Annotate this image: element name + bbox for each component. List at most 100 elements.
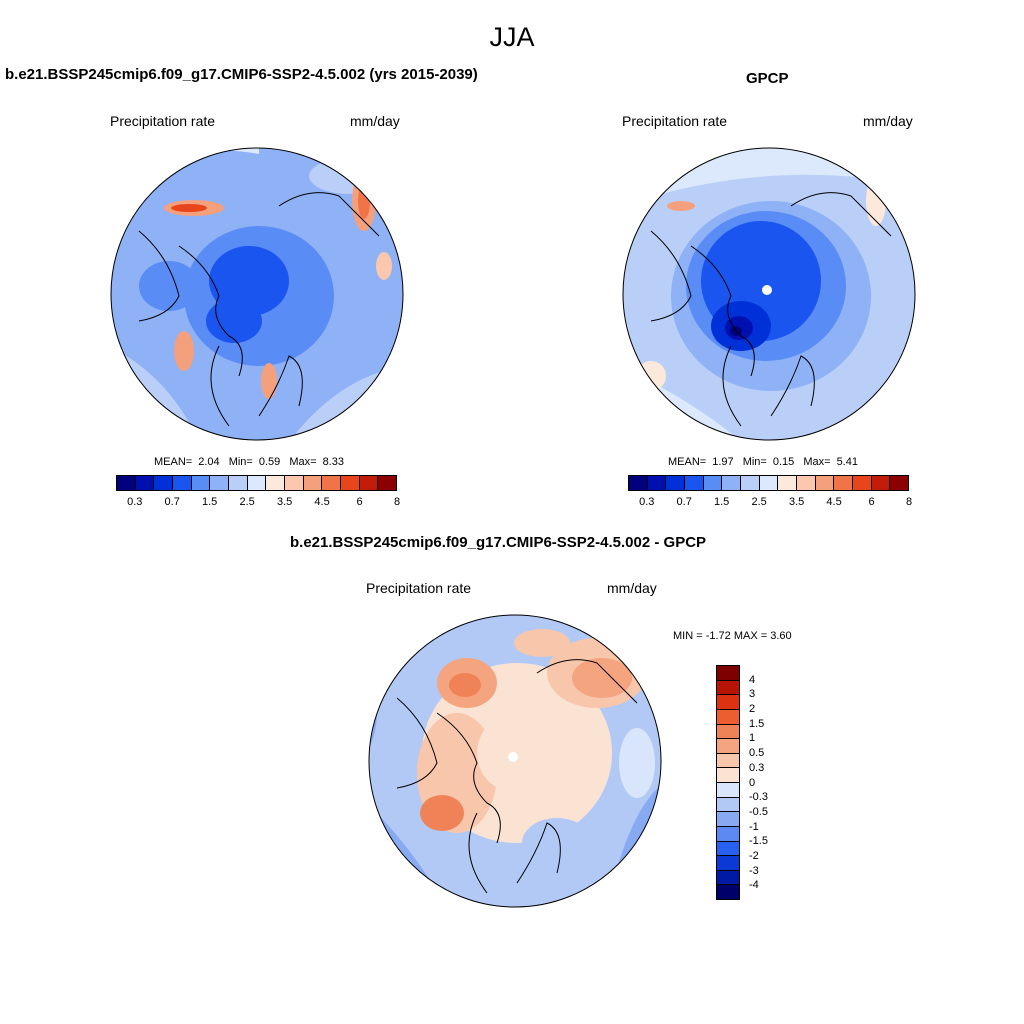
obs-stats: MEAN= 1.97 Min= 0.15 Max= 5.41 — [668, 456, 864, 468]
colorbar-tick-label: 0.3 — [639, 496, 655, 508]
colorbar-swatch — [717, 753, 739, 769]
colorbar-swatch — [853, 476, 872, 490]
colorbar-swatch — [871, 476, 891, 490]
colorbar-tick-label: 0.3 — [749, 761, 765, 774]
colorbar-swatch — [778, 476, 798, 490]
max-value: 5.41 — [836, 456, 858, 468]
colorbar-tick-label: 1.5 — [202, 496, 218, 508]
colorbar-tick-label: 8 — [905, 496, 913, 508]
colorbar-tick-label: 4.5 — [314, 496, 330, 508]
colorbar-swatch — [341, 476, 360, 490]
obs-variable-label: Precipitation rate — [622, 113, 728, 129]
model-panel-title: b.e21.BSSP245cmip6.f09_g17.CMIP6-SSP2-4.… — [5, 66, 478, 83]
colorbar-tick-label: 8 — [393, 496, 401, 508]
colorbar-swatch — [629, 476, 648, 490]
diff-polar-map — [368, 614, 662, 908]
colorbar-swatch — [666, 476, 686, 490]
colorbar-swatch — [247, 476, 267, 490]
colorbar-tick-label: -1.5 — [749, 835, 768, 848]
colorbar-swatch — [717, 666, 739, 681]
colorbar-swatch — [717, 739, 739, 754]
colorbar-swatch — [717, 797, 739, 813]
min-value: 0.15 — [772, 456, 795, 468]
obs-colorbar — [628, 475, 909, 491]
diff-colorbar-ticks: 4 3 2 1.5 1 0.5 0.3 0 -0.3 -0.5 -1 -1.5 -2 -3 -4 — [749, 665, 789, 900]
colorbar-swatch — [717, 695, 739, 710]
colorbar-swatch — [797, 476, 816, 490]
colorbar-tick-label: 0.7 — [676, 496, 692, 508]
colorbar-swatch — [741, 476, 760, 490]
max-label: Max= — [289, 456, 317, 468]
colorbar-swatch — [890, 476, 909, 490]
colorbar-tick-label: 4.5 — [826, 496, 842, 508]
obs-colorbar-ticks: 0.3 0.7 1.5 2.5 3.5 4.5 6 8 — [628, 496, 913, 510]
colorbar-swatch — [717, 826, 739, 842]
colorbar-tick-label: -0.3 — [749, 791, 768, 804]
colorbar-tick-label: 1 — [749, 732, 756, 745]
colorbar-swatch — [717, 724, 739, 740]
colorbar-swatch — [135, 476, 155, 490]
colorbar-tick-label: 4 — [749, 673, 756, 686]
colorbar-swatch — [703, 476, 723, 490]
colorbar-swatch — [717, 783, 739, 798]
colorbar-swatch — [834, 476, 854, 490]
colorbar-tick-label: 0.3 — [127, 496, 143, 508]
colorbar-swatch — [117, 476, 136, 490]
colorbar-tick-label: -0.5 — [749, 805, 768, 818]
colorbar-swatch — [685, 476, 704, 490]
figure-title: JJA — [489, 22, 535, 52]
colorbar-swatch — [285, 476, 304, 490]
colorbar-swatch — [303, 476, 323, 490]
model-colorbar — [116, 475, 397, 491]
model-units-label: mm/day — [350, 113, 400, 129]
colorbar-swatch — [154, 476, 174, 490]
colorbar-swatch — [717, 885, 739, 899]
colorbar-swatch — [191, 476, 211, 490]
colorbar-tick-label: 3 — [749, 688, 756, 701]
colorbar-tick-label: 2.5 — [239, 496, 255, 508]
colorbar-tick-label: 6 — [356, 496, 363, 508]
colorbar-swatch — [359, 476, 379, 490]
obs-polar-map — [622, 147, 916, 441]
diff-variable-label: Precipitation rate — [366, 580, 472, 596]
colorbar-swatch — [722, 476, 742, 490]
colorbar-swatch — [378, 476, 397, 490]
colorbar-swatch — [210, 476, 230, 490]
obs-units-label: mm/day — [863, 113, 913, 129]
obs-panel-title: GPCP — [746, 70, 789, 87]
colorbar-tick-label: 3.5 — [788, 496, 805, 508]
min-value: 0.59 — [258, 456, 281, 468]
mean-value: 1.97 — [712, 456, 734, 468]
colorbar-tick-label: 2 — [749, 703, 756, 716]
diff-minmax: MIN = -1.72 MAX = 3.60 — [673, 630, 792, 642]
colorbar-tick-label: 0.7 — [164, 496, 180, 508]
colorbar-tick-label: 1.5 — [714, 496, 730, 508]
diff-units-label: mm/day — [607, 580, 657, 596]
colorbar-tick-label: -3 — [749, 864, 759, 877]
model-stats: MEAN= 2.04 Min= 0.59 Max= 8.33 — [154, 456, 350, 468]
colorbar-tick-label: 6 — [868, 496, 875, 508]
colorbar-swatch — [815, 476, 835, 490]
colorbar-tick-label: 3.5 — [276, 496, 293, 508]
colorbar-swatch — [173, 476, 192, 490]
colorbar-swatch — [717, 768, 739, 783]
colorbar-swatch — [717, 856, 739, 871]
max-value: 8.33 — [322, 456, 344, 468]
colorbar-tick-label: 0.5 — [749, 747, 765, 760]
colorbar-tick-label: -4 — [749, 879, 759, 892]
diff-colorbar — [716, 665, 740, 900]
max-label: Max= — [803, 456, 831, 468]
colorbar-swatch — [717, 841, 739, 857]
mean-label: MEAN= — [668, 456, 707, 468]
min-label: Min= — [228, 456, 253, 468]
colorbar-swatch — [717, 709, 739, 725]
colorbar-tick-label: -2 — [749, 849, 759, 862]
colorbar-swatch — [322, 476, 342, 490]
mean-value: 2.04 — [198, 456, 220, 468]
colorbar-swatch — [759, 476, 779, 490]
model-variable-label: Precipitation rate — [110, 113, 216, 129]
model-polar-map — [110, 147, 404, 441]
colorbar-tick-label: -1 — [749, 820, 759, 833]
min-label: Min= — [742, 456, 767, 468]
colorbar-swatch — [266, 476, 286, 490]
